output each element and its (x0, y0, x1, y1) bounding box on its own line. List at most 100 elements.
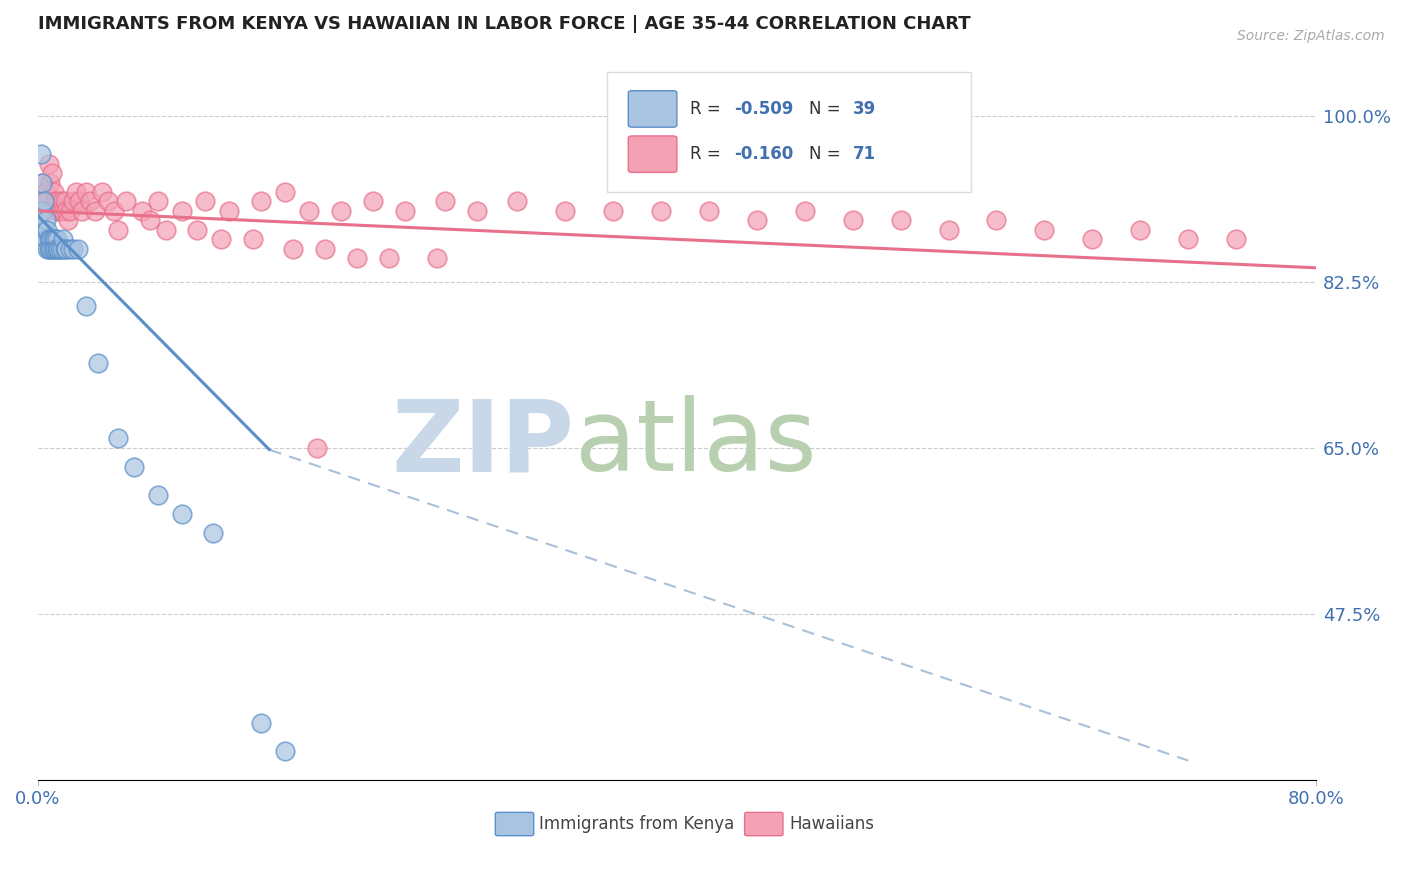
Point (122, 459, 145, 474)
Point (56, 213, 79, 227)
Point (1225, 232, 1247, 246)
Point (39, 242, 62, 256)
Text: Source: ZipAtlas.com: Source: ZipAtlas.com (1237, 29, 1385, 43)
Text: 39: 39 (853, 100, 876, 118)
Point (53, 242, 76, 256)
Text: R =: R = (690, 100, 725, 118)
Point (62, 242, 84, 256)
Text: R =: R = (690, 145, 725, 163)
Point (554, 203, 576, 218)
Point (48, 194, 70, 209)
Point (1081, 232, 1104, 246)
Point (298, 203, 321, 218)
Point (697, 203, 720, 218)
Point (274, 185, 297, 199)
Point (434, 194, 457, 209)
FancyBboxPatch shape (745, 813, 783, 836)
Point (38, 156, 60, 170)
Point (41, 166, 63, 180)
Point (32, 203, 55, 218)
Point (218, 203, 240, 218)
Point (44, 194, 66, 209)
Point (84, 203, 107, 218)
Point (87, 355, 110, 369)
Point (307, 441, 329, 455)
Point (986, 213, 1008, 227)
Point (283, 242, 305, 256)
Point (32, 223, 55, 237)
Point (51, 194, 73, 209)
Point (31, 203, 53, 218)
Text: N =: N = (808, 145, 845, 163)
Point (52, 232, 75, 246)
Point (465, 203, 488, 218)
Point (330, 203, 353, 218)
Point (890, 213, 912, 227)
Point (37, 242, 59, 256)
Point (72, 203, 94, 218)
Point (841, 213, 863, 227)
Text: atlas: atlas (575, 395, 817, 492)
Point (361, 194, 384, 209)
Point (42, 242, 65, 256)
Point (38, 242, 60, 256)
Point (53, 194, 76, 209)
Text: ZIP: ZIP (392, 395, 575, 492)
Point (202, 526, 225, 541)
Point (97, 194, 120, 209)
Point (146, 488, 169, 502)
Point (194, 194, 217, 209)
Point (41, 232, 63, 246)
Text: 71: 71 (853, 145, 876, 163)
Point (31, 176, 53, 190)
FancyBboxPatch shape (606, 71, 972, 192)
FancyBboxPatch shape (628, 136, 676, 172)
Point (62, 194, 84, 209)
Text: IMMIGRANTS FROM KENYA VS HAWAIIAN IN LABOR FORCE | AGE 35-44 CORRELATION CHART: IMMIGRANTS FROM KENYA VS HAWAIIAN IN LAB… (38, 15, 970, 33)
Point (52, 203, 75, 218)
Point (1033, 223, 1056, 237)
Point (34, 185, 56, 199)
Point (346, 252, 368, 266)
Point (49, 203, 72, 218)
Point (32, 194, 55, 209)
Point (1177, 232, 1199, 246)
Point (75, 299, 97, 313)
Point (378, 252, 401, 266)
Point (107, 223, 129, 237)
Point (41, 242, 63, 256)
Point (66, 242, 89, 256)
Point (79, 194, 101, 209)
Point (55, 242, 77, 256)
Point (55, 203, 77, 218)
Point (1129, 223, 1152, 237)
Point (186, 223, 208, 237)
Point (938, 223, 960, 237)
Text: Immigrants from Kenya: Immigrants from Kenya (538, 815, 734, 833)
Point (31, 176, 53, 190)
Point (44, 242, 66, 256)
Point (45, 232, 67, 246)
Point (34, 232, 56, 246)
Point (45, 242, 67, 256)
Point (51, 242, 73, 256)
Point (250, 715, 273, 730)
Point (34, 213, 56, 227)
Point (67, 194, 90, 209)
Point (90, 185, 112, 199)
Point (602, 203, 624, 218)
Point (170, 203, 193, 218)
Point (131, 203, 153, 218)
Point (793, 203, 815, 218)
Point (170, 507, 193, 521)
Point (242, 232, 264, 246)
Point (426, 252, 449, 266)
FancyBboxPatch shape (495, 813, 534, 836)
Point (103, 203, 125, 218)
Point (39, 176, 62, 190)
Point (146, 194, 169, 209)
Point (114, 194, 136, 209)
Point (650, 203, 672, 218)
Point (48, 242, 70, 256)
Point (394, 203, 416, 218)
